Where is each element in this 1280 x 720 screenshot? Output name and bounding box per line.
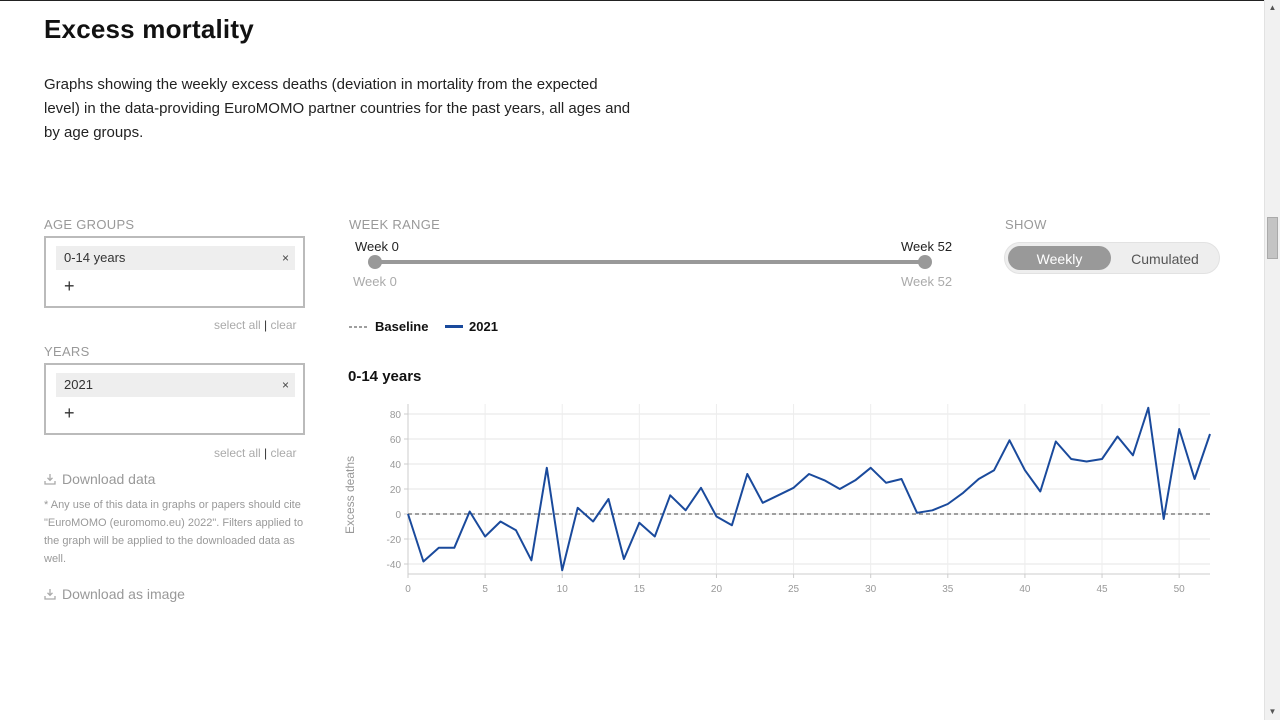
age-group-chip: 0-14 years × xyxy=(56,246,295,270)
week-range-end-value: Week 52 xyxy=(901,239,953,254)
chart-title: 0-14 years xyxy=(348,368,422,385)
x-tick-label: 25 xyxy=(788,584,800,595)
age-group-chip-label: 0-14 years xyxy=(64,250,126,265)
scroll-up-icon[interactable]: ▲ xyxy=(1268,3,1277,12)
legend-item-baseline[interactable]: Baseline xyxy=(349,319,428,334)
legend-baseline-label: Baseline xyxy=(375,319,429,334)
x-tick-label: 30 xyxy=(865,584,877,595)
excess-deaths-chart: -40 -20 0 20 40 60 80 0 5 10 15 20 25 30 35 40 45 50 Exc… xyxy=(343,404,1211,595)
series-2021-line xyxy=(407,406,1211,572)
year-chip-label: 2021 xyxy=(64,377,93,392)
remove-year-icon[interactable]: × xyxy=(281,378,289,392)
show-toggle: Weekly Cumulated xyxy=(1004,242,1220,274)
dashed-line-icon xyxy=(349,326,369,328)
week-range-start-value: Week 0 xyxy=(355,239,399,254)
years-select[interactable]: 2021 × + xyxy=(44,363,305,435)
week-range-max-label: Week 52 xyxy=(901,274,953,289)
years-selection-links: select all | clear xyxy=(214,446,297,460)
download-image-label: Download as image xyxy=(62,586,185,602)
years-link-separator: | xyxy=(264,446,268,460)
year-chip: 2021 × xyxy=(56,373,295,397)
citation-disclaimer: * Any use of this data in graphs or pape… xyxy=(44,499,304,565)
week-range-end-handle[interactable] xyxy=(918,255,932,269)
solid-line-icon xyxy=(445,325,463,328)
week-range-track[interactable] xyxy=(374,260,926,264)
cumulated-toggle-button[interactable]: Cumulated xyxy=(1131,251,1199,267)
week-range-min-label: Week 0 xyxy=(353,274,397,289)
x-axis-ticks: 0 5 10 15 20 25 30 35 40 45 50 xyxy=(405,574,1185,595)
y-tick-label: 0 xyxy=(395,510,401,521)
age-groups-label: AGE GROUPS xyxy=(44,217,135,232)
age-groups-select[interactable]: 0-14 years × + xyxy=(44,236,305,308)
years-select-all-link[interactable]: select all xyxy=(214,446,261,460)
x-tick-label: 10 xyxy=(557,584,569,595)
x-tick-label: 0 xyxy=(405,584,411,595)
download-icon xyxy=(44,589,56,600)
download-image-link[interactable]: Download as image xyxy=(44,586,185,602)
y-tick-label: 80 xyxy=(390,410,402,421)
years-label: YEARS xyxy=(44,344,90,359)
y-tick-label: 60 xyxy=(390,435,402,446)
x-tick-label: 40 xyxy=(1019,584,1031,595)
age-groups-selection-links: select all | clear xyxy=(214,318,297,332)
age-groups-select-all-link[interactable]: select all xyxy=(214,318,261,332)
x-tick-label: 45 xyxy=(1096,584,1108,595)
scroll-down-icon[interactable]: ▼ xyxy=(1268,707,1277,716)
scrollbar-thumb[interactable] xyxy=(1267,217,1278,259)
y-axis-ticks: -40 -20 0 20 40 60 80 xyxy=(387,410,408,571)
y-tick-label: 20 xyxy=(390,485,402,496)
age-groups-clear-link[interactable]: clear xyxy=(270,318,297,332)
chart-grid xyxy=(407,404,1210,574)
y-tick-label: -20 xyxy=(387,535,402,546)
week-range-label: WEEK RANGE xyxy=(349,217,441,232)
x-tick-label: 5 xyxy=(482,584,488,595)
add-year-icon[interactable]: + xyxy=(64,403,75,423)
page-scrollbar[interactable]: ▲ ▼ xyxy=(1264,0,1280,720)
y-axis-label: Excess deaths xyxy=(343,456,357,534)
add-age-group-icon[interactable]: + xyxy=(64,276,75,296)
page-title: Excess mortality xyxy=(44,14,254,44)
remove-age-group-icon[interactable]: × xyxy=(281,251,289,265)
download-data-link[interactable]: Download data xyxy=(44,471,155,487)
x-tick-label: 20 xyxy=(711,584,723,595)
years-clear-link[interactable]: clear xyxy=(270,446,297,460)
page-description: Graphs showing the weekly excess deaths … xyxy=(44,76,631,141)
page-top-border xyxy=(0,0,1264,1)
download-data-label: Download data xyxy=(62,471,156,487)
x-tick-label: 35 xyxy=(942,584,954,595)
download-icon xyxy=(44,474,56,485)
show-label: SHOW xyxy=(1005,217,1047,232)
week-range-start-handle[interactable] xyxy=(368,255,382,269)
x-tick-label: 50 xyxy=(1174,584,1186,595)
legend-series-label: 2021 xyxy=(469,319,498,334)
y-tick-label: -40 xyxy=(387,560,402,571)
age-groups-link-separator: | xyxy=(264,318,268,332)
legend-item-2021[interactable]: 2021 xyxy=(445,319,498,334)
weekly-toggle-button[interactable]: Weekly xyxy=(1008,246,1111,270)
x-tick-label: 15 xyxy=(634,584,646,595)
y-tick-label: 40 xyxy=(390,460,402,471)
